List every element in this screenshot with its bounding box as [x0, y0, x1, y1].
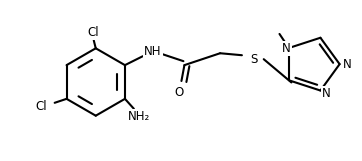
Text: O: O: [175, 86, 184, 99]
Text: NH: NH: [144, 45, 161, 58]
Text: Cl: Cl: [35, 100, 47, 113]
Text: S: S: [250, 53, 257, 66]
Text: NH₂: NH₂: [128, 110, 150, 123]
Text: Cl: Cl: [87, 26, 98, 39]
Text: N: N: [343, 58, 352, 71]
Text: N: N: [322, 87, 331, 100]
Text: N: N: [342, 59, 351, 72]
Text: N: N: [282, 42, 291, 55]
